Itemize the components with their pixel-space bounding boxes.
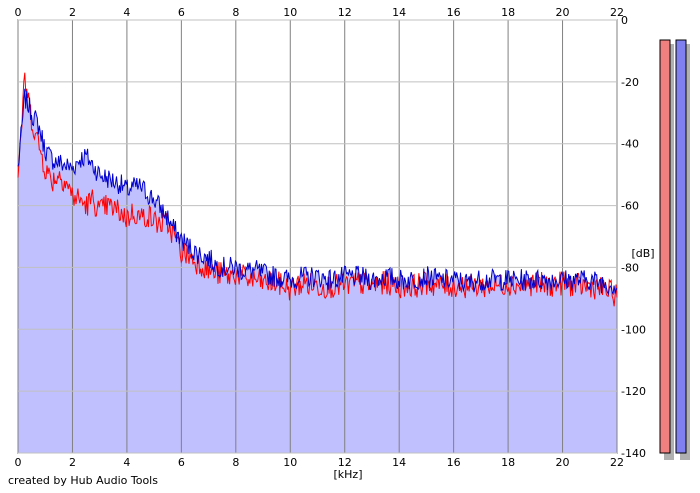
x-tick-label-bottom: 0 xyxy=(15,456,22,469)
level-meters xyxy=(659,39,690,460)
x-tick-label-top: 14 xyxy=(392,6,406,19)
level-meter xyxy=(675,39,687,454)
x-tick-label-top: 0 xyxy=(15,6,22,19)
series-line-blue xyxy=(17,88,618,296)
x-tick-label-bottom: 16 xyxy=(447,456,461,469)
y-tick-label: -120 xyxy=(621,385,646,398)
x-axis-label: [kHz] xyxy=(334,468,363,481)
x-tick-label-top: 20 xyxy=(556,6,570,19)
x-tick-label-bottom: 4 xyxy=(123,456,130,469)
x-tick-label-top: 2 xyxy=(69,6,76,19)
y-axis-label: [dB] xyxy=(631,247,654,260)
y-tick-label: 0 xyxy=(621,14,628,27)
x-tick-label-bottom: 22 xyxy=(610,456,624,469)
y-tick-label: -80 xyxy=(621,261,639,274)
x-tick-label-bottom: 2 xyxy=(69,456,76,469)
x-tick-label-bottom: 8 xyxy=(232,456,239,469)
y-tick-label: -100 xyxy=(621,323,646,336)
credit-text: created by Hub Audio Tools xyxy=(8,474,158,487)
x-tick-label-top: 8 xyxy=(232,6,239,19)
x-tick-label-top: 6 xyxy=(178,6,185,19)
x-tick-label-bottom: 6 xyxy=(178,456,185,469)
y-tick-label: -60 xyxy=(621,200,639,213)
x-tick-label-top: 10 xyxy=(283,6,297,19)
x-tick-label-bottom: 18 xyxy=(501,456,515,469)
spectrum-fill xyxy=(18,88,617,454)
y-tick-label: -40 xyxy=(621,138,639,151)
y-tick-label: -140 xyxy=(621,447,646,460)
x-tick-label-top: 18 xyxy=(501,6,515,19)
x-tick-label-top: 4 xyxy=(123,6,130,19)
x-tick-label-top: 22 xyxy=(610,6,624,19)
y-tick-label: -20 xyxy=(621,76,639,89)
x-tick-label-top: 16 xyxy=(447,6,461,19)
spectrum-area xyxy=(18,88,617,454)
x-tick-label-bottom: 10 xyxy=(283,456,297,469)
x-tick-label-bottom: 14 xyxy=(392,456,406,469)
x-tick-label-bottom: 12 xyxy=(338,456,352,469)
level-meter xyxy=(659,39,671,454)
y-axis-ticks: 0 -20 -40 -60 -80 -100 -120 -140 xyxy=(621,14,646,460)
x-tick-label-bottom: 20 xyxy=(556,456,570,469)
x-tick-label-top: 12 xyxy=(338,6,352,19)
series-line-red xyxy=(17,72,618,307)
grid xyxy=(17,19,618,454)
series-lines xyxy=(17,72,618,307)
